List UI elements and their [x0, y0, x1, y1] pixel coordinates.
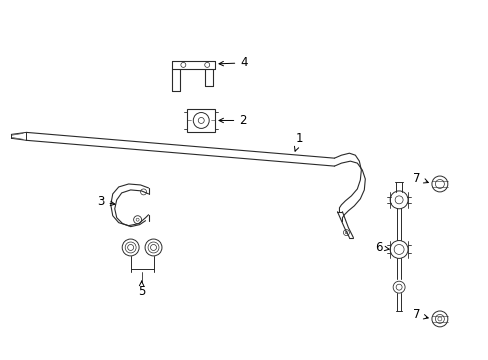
- Circle shape: [136, 218, 139, 221]
- Circle shape: [431, 176, 447, 192]
- Circle shape: [343, 230, 349, 235]
- Text: 4: 4: [219, 57, 247, 69]
- Circle shape: [434, 180, 444, 188]
- Circle shape: [389, 191, 407, 209]
- Text: 1: 1: [294, 132, 303, 151]
- Circle shape: [181, 62, 185, 67]
- Circle shape: [389, 240, 407, 258]
- Circle shape: [392, 281, 404, 293]
- Circle shape: [198, 117, 204, 123]
- Circle shape: [395, 284, 401, 290]
- Circle shape: [204, 62, 209, 67]
- Circle shape: [125, 242, 136, 253]
- Circle shape: [141, 189, 146, 195]
- Text: 5: 5: [138, 281, 145, 298]
- Circle shape: [394, 196, 402, 204]
- Circle shape: [437, 317, 441, 321]
- Circle shape: [122, 239, 139, 256]
- Circle shape: [393, 244, 403, 255]
- Circle shape: [193, 113, 209, 129]
- Text: 7: 7: [412, 171, 427, 185]
- Circle shape: [145, 239, 162, 256]
- Text: 2: 2: [219, 114, 246, 127]
- Circle shape: [434, 314, 444, 323]
- Circle shape: [133, 216, 142, 224]
- Text: 6: 6: [375, 241, 388, 254]
- Circle shape: [345, 231, 347, 234]
- Circle shape: [127, 244, 133, 251]
- FancyBboxPatch shape: [187, 109, 215, 132]
- Text: 3: 3: [97, 195, 115, 208]
- Text: 7: 7: [412, 309, 427, 321]
- Circle shape: [150, 244, 156, 251]
- Circle shape: [148, 242, 159, 253]
- Circle shape: [431, 311, 447, 327]
